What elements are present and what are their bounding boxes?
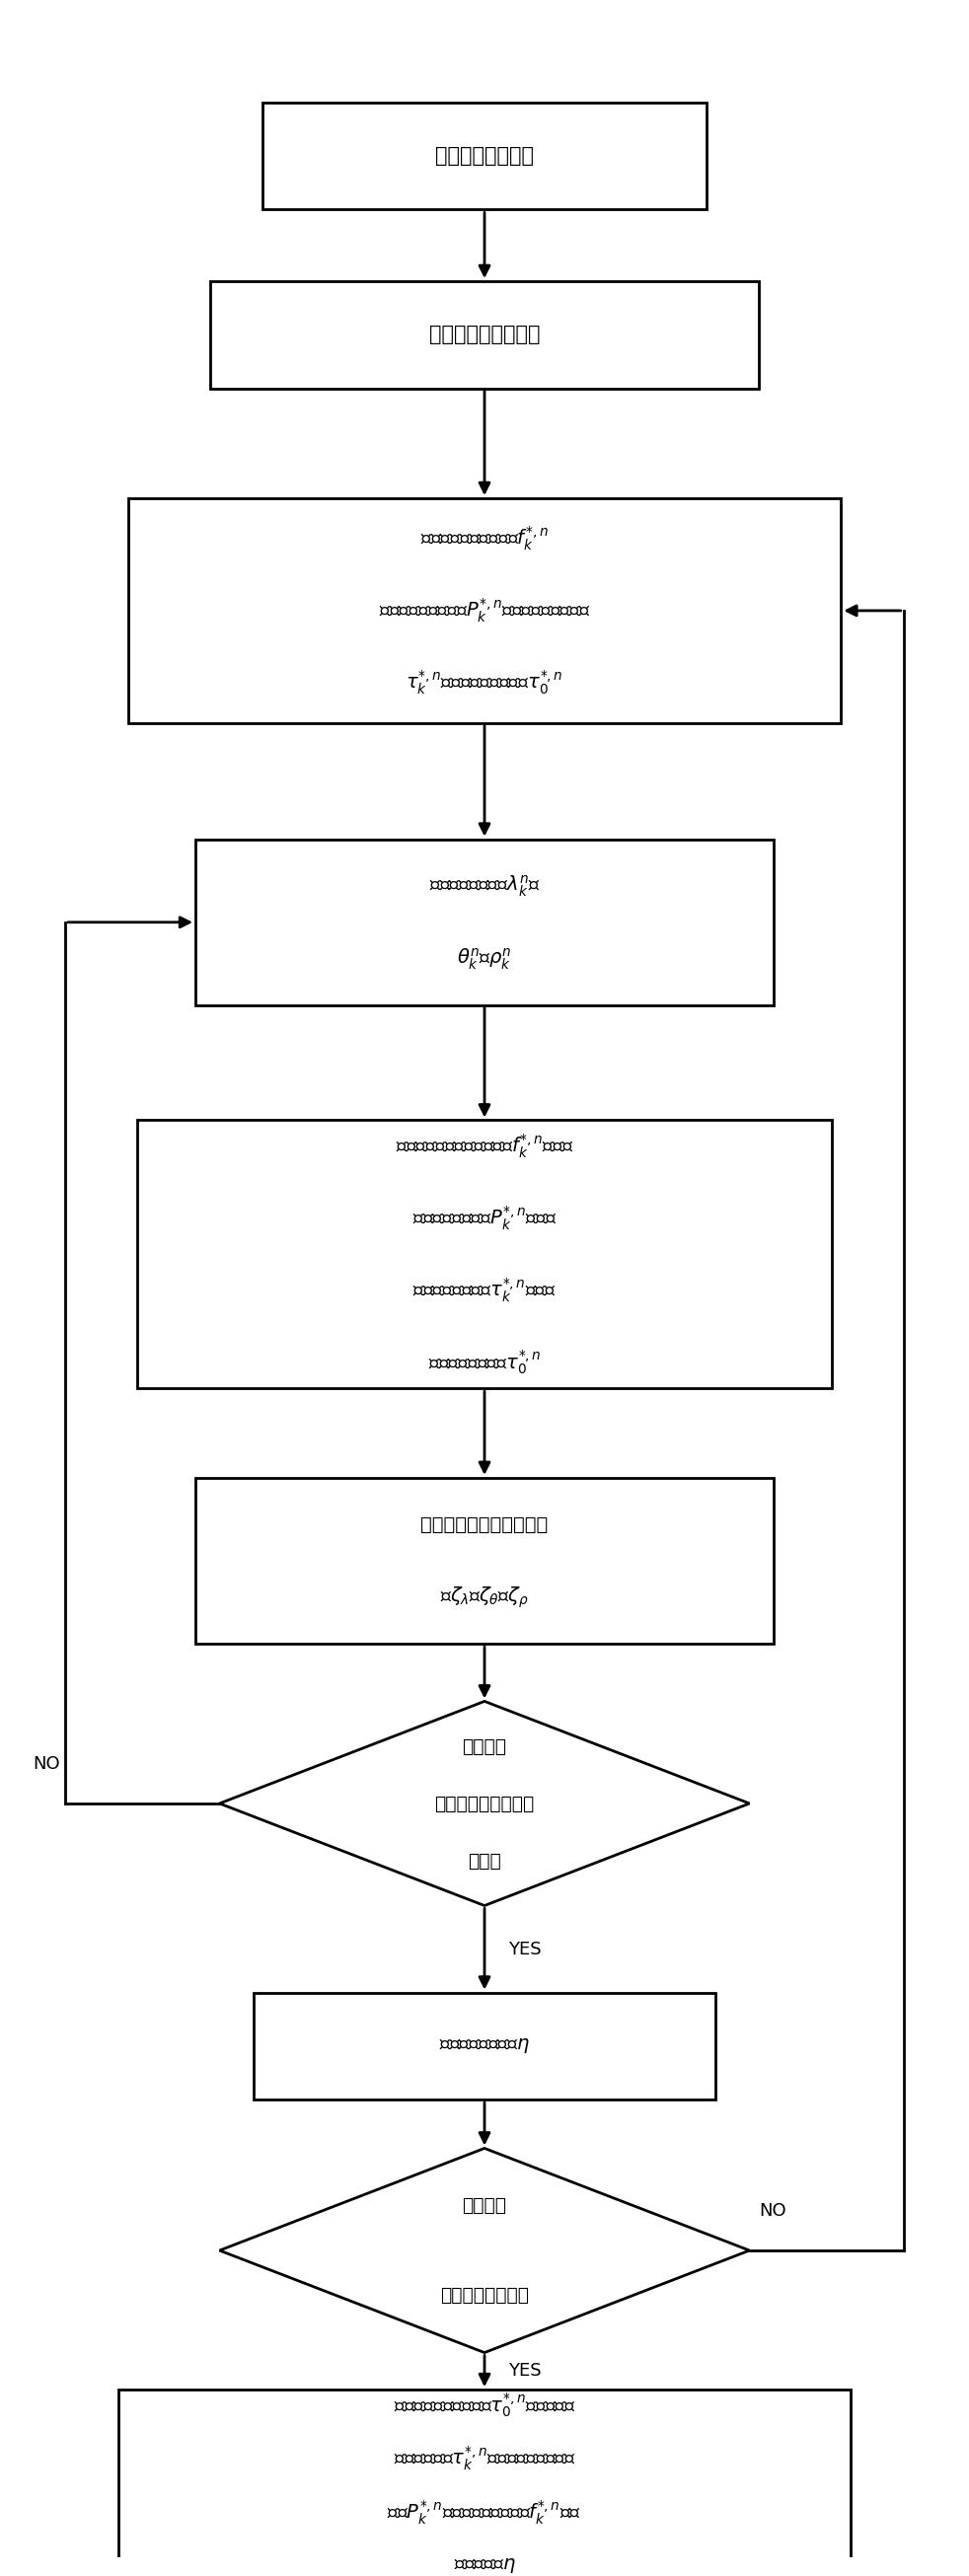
Text: 大计算能效$\eta$: 大计算能效$\eta$ bbox=[453, 2555, 516, 2576]
Text: NO: NO bbox=[33, 1754, 60, 1772]
Text: YES: YES bbox=[509, 1940, 542, 1958]
Text: 是否满足: 是否满足 bbox=[462, 2197, 507, 2215]
Bar bbox=[128, 497, 841, 724]
Text: 拉格朗日乘子迭代终: 拉格朗日乘子迭代终 bbox=[434, 1793, 535, 1814]
Text: 设置功率分配参数: 设置功率分配参数 bbox=[435, 147, 534, 165]
Text: 计算拉格朗日乘子$\lambda_k^n$、: 计算拉格朗日乘子$\lambda_k^n$、 bbox=[429, 873, 540, 899]
Polygon shape bbox=[220, 1700, 749, 1906]
Text: YES: YES bbox=[509, 2362, 542, 2380]
Text: ，最佳用户发送功率$P_k^{*,n}$，最佳计算加载时间: ，最佳用户发送功率$P_k^{*,n}$，最佳计算加载时间 bbox=[379, 598, 590, 626]
Text: 是否满足: 是否满足 bbox=[462, 1736, 507, 1757]
Text: 差$\zeta_{\lambda}$、$\zeta_{\theta}$和$\zeta_{\rho}$: 差$\zeta_{\lambda}$、$\zeta_{\theta}$和$\ze… bbox=[440, 1584, 529, 1610]
Text: 得到最佳计算加载时间$\tau_0^{*,n}$、最佳用户: 得到最佳计算加载时间$\tau_0^{*,n}$、最佳用户 bbox=[393, 2391, 576, 2419]
Text: 容错误差终止条件: 容错误差终止条件 bbox=[440, 2285, 529, 2306]
Text: 止条件: 止条件 bbox=[468, 1852, 501, 1870]
Text: NO: NO bbox=[759, 2202, 787, 2221]
Bar bbox=[196, 1479, 773, 1643]
Bar bbox=[196, 840, 773, 1005]
Text: 最佳用户发送功率$P_k^{*,n}$、迭代: 最佳用户发送功率$P_k^{*,n}$、迭代 bbox=[413, 1203, 556, 1231]
Text: 最佳计算加载时间$\tau_k^{*,n}$和迭代: 最佳计算加载时间$\tau_k^{*,n}$和迭代 bbox=[413, 1278, 556, 1303]
Bar bbox=[263, 103, 706, 209]
Bar bbox=[118, 2391, 851, 2576]
Text: 计算拉格朗日乘子迭代误: 计算拉格朗日乘子迭代误 bbox=[421, 1515, 548, 1533]
Polygon shape bbox=[220, 2148, 749, 2352]
Bar bbox=[138, 1121, 831, 1388]
Text: 计算最佳本地计算频率$f_k^{*,n}$: 计算最佳本地计算频率$f_k^{*,n}$ bbox=[421, 526, 548, 554]
Text: 功率$P_k^{*,n}$、最佳本地计算频率$f_k^{*,n}$和最: 功率$P_k^{*,n}$、最佳本地计算频率$f_k^{*,n}$和最 bbox=[388, 2499, 581, 2527]
Text: 计算系统计算能效$\eta$: 计算系统计算能效$\eta$ bbox=[439, 2038, 530, 2056]
Text: 计算迭代最佳本地计算频率$f_k^{*,n}$、迭代: 计算迭代最佳本地计算频率$f_k^{*,n}$、迭代 bbox=[395, 1131, 574, 1159]
Text: $\tau_k^{*,n}$和最佳能量收集时间$\tau_0^{*,n}$: $\tau_k^{*,n}$和最佳能量收集时间$\tau_0^{*,n}$ bbox=[406, 670, 563, 696]
Bar bbox=[210, 281, 759, 389]
Text: 最佳能量收集时间$\tau_0^{*,n}$: 最佳能量收集时间$\tau_0^{*,n}$ bbox=[428, 1350, 541, 1376]
Text: 初始化功率分配参数: 初始化功率分配参数 bbox=[429, 325, 540, 345]
Bar bbox=[253, 1991, 716, 2099]
Text: $\theta_k^n$和$\rho_k^n$: $\theta_k^n$和$\rho_k^n$ bbox=[457, 945, 512, 971]
Text: 能量收集时间$\tau_k^{*,n}$、最佳用户功率发射: 能量收集时间$\tau_k^{*,n}$、最佳用户功率发射 bbox=[393, 2445, 576, 2473]
